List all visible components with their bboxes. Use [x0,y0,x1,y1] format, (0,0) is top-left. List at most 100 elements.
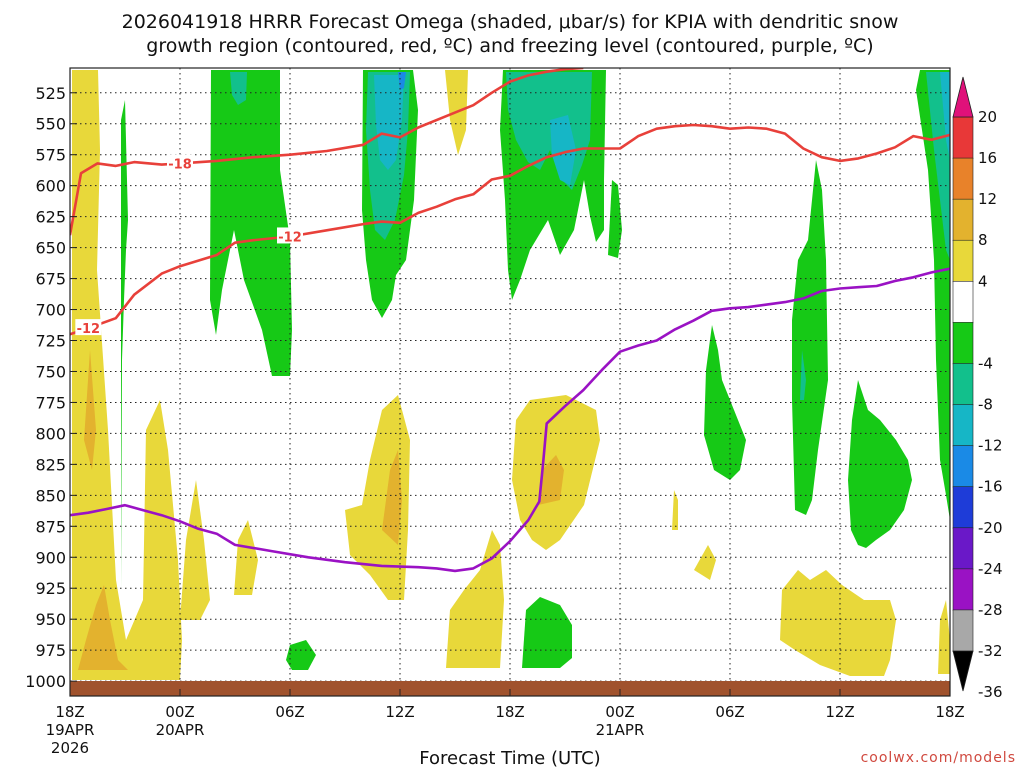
y-tick-label: 600 [35,177,66,196]
y-tick-label: 975 [35,641,66,660]
omega-negative-area [926,72,950,260]
omega-negative-area [398,72,406,90]
y-tick-label: 700 [35,301,66,320]
colorbar-tick-label: -28 [978,601,1003,619]
colorbar-tick-label: -36 [978,683,1003,701]
omega-positive-area [345,395,410,600]
omega-positive-area [180,480,210,620]
x-tick-label: 18Z [55,703,84,721]
omega-negative-area [608,180,622,258]
y-tick-label: 925 [35,579,66,598]
colorbar-bin [952,527,974,570]
colorbar-tick-label: -20 [978,519,1003,537]
contour-label-background [277,227,303,244]
y-tick-label: 1000 [25,672,66,691]
x-tick-label: 12Z [385,703,414,721]
omega-positive-area [672,490,678,530]
y-tick-label: 900 [35,548,66,567]
colorbar-tick-label: 20 [978,108,997,126]
x-tick-label: 06Z [715,703,744,721]
y-tick-label: 650 [35,239,66,258]
colorbar-bin [952,281,974,324]
colorbar-top-arrow [952,76,974,118]
omega-negative-area [286,640,316,670]
freezing-level-line [70,267,950,573]
colorbar-tick-label: -12 [978,437,1003,455]
y-tick-label: 750 [35,362,66,381]
omega-positive-area [78,585,128,670]
y-axis-pressure-ticks: 525 550 575 600 625 650 675 700 725 750 775 800 825 8… [25,84,77,691]
minus12-isotherm-label: -12 [278,230,302,245]
omega-negative-area [374,75,404,170]
x-tick-date-label: 19APR [46,721,95,739]
colorbar-tick-label: -24 [978,560,1003,578]
x-tick-label: 00Z [165,703,194,721]
colorbar-tick-label: -16 [978,478,1003,496]
colorbar-bin [952,322,974,365]
omega-positive-area [538,455,564,505]
colorbar-bin [952,609,974,652]
y-tick-label: 775 [35,393,66,412]
omega-shading [72,70,950,680]
omega-negative-area [522,597,572,668]
colorbar-bin [952,198,974,242]
y-tick-label: 550 [35,115,66,134]
omega-negative-area [550,115,576,185]
omega-negative-area [792,160,828,515]
colorbar-bin [952,239,974,283]
colorbar-bin [952,157,974,200]
omega-positive-area [84,350,96,470]
x-tick-label: 06Z [275,703,304,721]
colorbar-bin [952,116,974,159]
y-tick-label: 725 [35,332,66,351]
minus12-isotherm-line [70,123,950,336]
x-tick-year-label: 2026 [51,739,89,757]
minus18-isotherm-label: -18 [168,157,192,172]
omega-negative-area [940,72,950,160]
colorbar-tick-label: -32 [978,642,1003,660]
colorbar: 20 16 12 8 4 -4 -8 -12 -16 -20 -24 -28 -32 -36 [952,76,1003,701]
colorbar-bin [952,568,974,611]
contour-labels: -18 -12 -12 [75,154,303,337]
colorbar-tick-label: 4 [978,272,988,290]
colorbar-tick-label: -8 [978,396,993,414]
x-axis-label: Forecast Time (UTC) [419,748,600,768]
omega-negative-area [230,72,247,105]
colorbar-tick-label: -4 [978,354,993,372]
y-tick-label: 950 [35,610,66,629]
y-tick-label: 525 [35,84,66,103]
minus18-isotherm-line [70,68,584,236]
omega-negative-area [800,350,806,400]
omega-positive-area [694,545,716,580]
isotherm-contours [70,68,950,573]
y-tick-label: 825 [35,455,66,474]
omega-positive-area [938,600,950,674]
colorbar-tick-label: 12 [978,190,997,208]
source-credit: coolwx.com/models [861,750,1016,766]
x-tick-date-label: 20APR [156,721,205,739]
x-tick-label: 00Z [605,703,634,721]
colorbar-bin [952,404,974,447]
y-tick-label: 625 [35,208,66,227]
omega-negative-area [121,100,128,590]
y-tick-label: 850 [35,486,66,505]
minus12-isotherm-label: -12 [77,322,101,337]
y-tick-label: 675 [35,270,66,289]
x-tick-label: 18Z [935,703,964,721]
x-tick-label: 12Z [825,703,854,721]
x-tick-label: 18Z [495,703,524,721]
x-tick-date-label: 21APR [596,721,645,739]
colorbar-bottom-arrow [952,650,974,692]
y-tick-label: 800 [35,424,66,443]
chart-title-line-1: 2026041918 HRRR Forecast Omega (shaded, … [122,11,899,33]
omega-positive-area [72,70,182,680]
chart-title-line-2: growth region (contoured, red, ºC) and f… [146,35,873,57]
colorbar-bin [952,363,974,406]
contour-label-background [75,319,102,336]
omega-positive-area [382,450,402,545]
colorbar-tick-label: 8 [978,231,988,249]
colorbar-bin [952,486,974,529]
omega-negative-area [210,70,292,376]
